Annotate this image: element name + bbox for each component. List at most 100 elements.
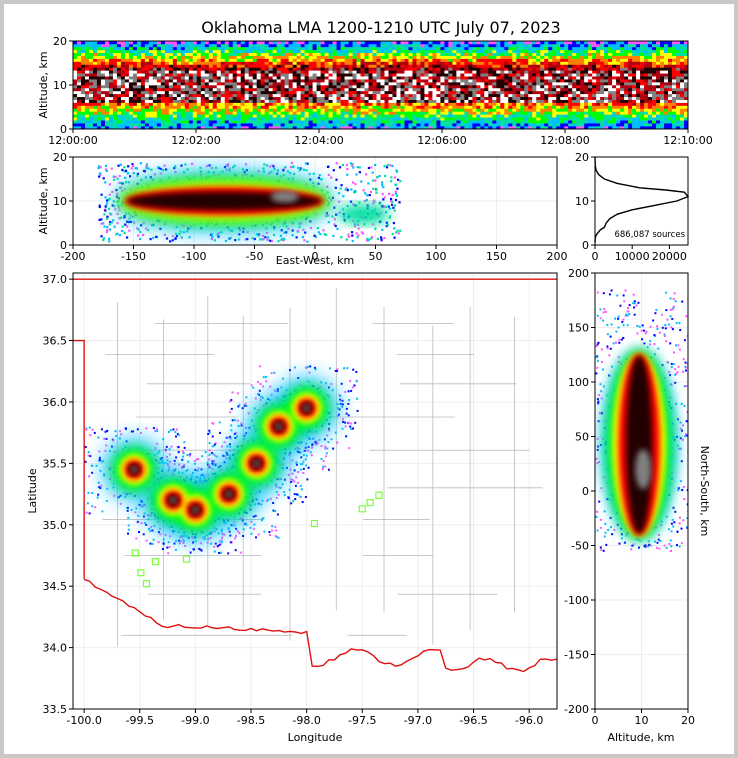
time-altitude-cell	[128, 85, 134, 89]
time-altitude-cell	[240, 99, 246, 103]
time-altitude-cell	[528, 93, 533, 98]
time-altitude-cell	[492, 126, 497, 129]
time-altitude-cell	[432, 52, 437, 56]
time-altitude-cell	[568, 55, 573, 59]
time-altitude-cell	[260, 96, 265, 100]
time-altitude-cell	[456, 58, 461, 62]
time-altitude-cell	[368, 120, 373, 124]
time-altitude-cell	[88, 87, 94, 92]
time-altitude-cell	[588, 90, 593, 95]
time-altitude-cell	[444, 102, 449, 106]
eastwest-source-point	[113, 225, 116, 228]
time-altitude-cell	[432, 73, 437, 77]
time-altitude-cell	[664, 111, 669, 115]
time-altitude-cell	[532, 41, 537, 45]
time-altitude-cell	[404, 52, 409, 56]
time-altitude-cell	[508, 55, 513, 59]
time-altitude-cell	[452, 87, 457, 92]
time-altitude-cell	[200, 108, 206, 112]
time-altitude-cell	[188, 67, 194, 71]
time-altitude-cell	[536, 108, 541, 112]
time-altitude-cell	[104, 41, 110, 45]
time-altitude-cell	[588, 79, 593, 83]
time-altitude-cell	[116, 93, 122, 98]
time-altitude-cell	[428, 126, 433, 129]
time-altitude-cell	[384, 120, 389, 124]
time-altitude-cell	[112, 99, 118, 103]
time-altitude-cell	[260, 105, 265, 109]
time-altitude-cell	[496, 76, 501, 80]
time-altitude-cell	[648, 46, 653, 51]
time-altitude-cell	[216, 117, 222, 121]
time-altitude-cell	[536, 120, 541, 124]
time-altitude-cell	[228, 82, 234, 86]
time-altitude-cell	[212, 58, 218, 62]
time-altitude-cell	[276, 61, 281, 65]
time-altitude-cell	[336, 85, 341, 89]
time-altitude-cell	[384, 123, 389, 127]
time-altitude-cell	[644, 120, 649, 124]
time-altitude-cell	[404, 99, 409, 103]
time-altitude-cell	[112, 102, 118, 106]
time-altitude-cell	[388, 64, 393, 68]
time-altitude-cell	[256, 117, 261, 121]
time-altitude-cell	[364, 58, 369, 62]
time-altitude-cell	[588, 73, 593, 77]
time-altitude-cell	[380, 73, 385, 77]
time-altitude-cell	[160, 70, 166, 74]
time-altitude-cell	[344, 85, 349, 89]
eastwest-source-point	[325, 215, 328, 218]
time-altitude-cell	[484, 79, 489, 83]
time-altitude-cell	[364, 99, 369, 103]
time-altitude-cell	[580, 52, 585, 56]
time-altitude-cell	[520, 126, 525, 129]
time-altitude-cell	[73, 73, 78, 77]
time-altitude-cell	[536, 117, 541, 121]
time-altitude-cell	[456, 49, 461, 54]
time-altitude-cell	[368, 111, 373, 115]
time-altitude-cell	[460, 90, 465, 95]
time-altitude-cell	[624, 114, 629, 118]
time-altitude-cell	[236, 99, 242, 103]
time-altitude-cell	[612, 105, 617, 109]
time-altitude-cell	[444, 90, 449, 95]
time-altitude-cell	[73, 99, 78, 103]
time-altitude-cell	[360, 55, 365, 59]
time-altitude-cell	[124, 46, 130, 51]
time-altitude-cell	[584, 102, 589, 106]
time-altitude-cell	[384, 43, 389, 48]
time-altitude-cell	[336, 93, 341, 98]
time-altitude-cell	[132, 73, 138, 77]
time-altitude-cell	[540, 79, 545, 83]
time-altitude-cell	[296, 126, 301, 129]
time-altitude-cell	[408, 46, 413, 51]
time-altitude-cell	[588, 105, 593, 109]
time-altitude-cell	[324, 93, 329, 98]
time-altitude-cell	[196, 123, 202, 127]
time-altitude-cell	[160, 111, 166, 115]
time-altitude-cell	[80, 58, 86, 62]
eastwest-source-point	[291, 234, 294, 237]
time-altitude-cell	[524, 102, 529, 106]
time-altitude-cell	[73, 85, 78, 89]
time-altitude-cell	[504, 117, 509, 121]
time-altitude-cell	[196, 52, 202, 56]
time-altitude-cell	[348, 102, 353, 106]
time-altitude-cell	[228, 123, 234, 127]
time-altitude-cell	[604, 117, 609, 121]
time-altitude-cell	[264, 41, 269, 45]
time-altitude-cell	[200, 76, 206, 80]
time-altitude-cell	[612, 126, 617, 129]
time-altitude-cell	[332, 76, 337, 80]
time-altitude-cell	[484, 87, 489, 92]
time-altitude-cell	[96, 93, 102, 98]
time-altitude-cell	[512, 73, 517, 77]
time-altitude-cell	[268, 105, 273, 109]
time-altitude-cell	[420, 105, 425, 109]
time-altitude-cell	[144, 85, 150, 89]
time-altitude-cell	[172, 46, 178, 51]
eastwest-source-point	[112, 175, 115, 178]
time-altitude-cell	[568, 96, 573, 100]
time-altitude-cell	[672, 58, 677, 62]
time-altitude-cell	[624, 117, 629, 121]
